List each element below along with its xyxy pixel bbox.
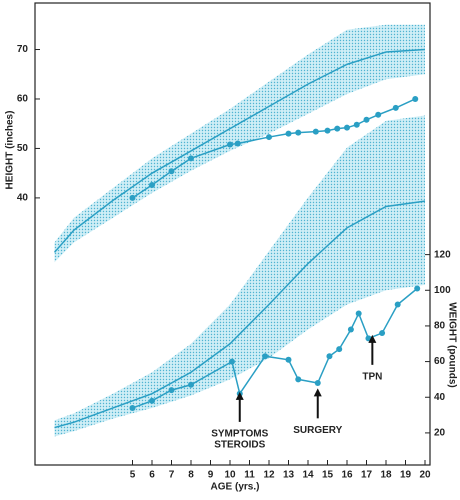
x-tick-label: 5 [130,470,136,481]
data-point [266,134,272,141]
data-point [234,140,241,147]
annotation-text: STEROIDS [214,440,265,451]
x-axis-label: AGE (yrs.) [211,482,260,493]
data-point [324,127,331,134]
x-tick-label: 11 [244,470,255,481]
data-point [347,326,354,333]
x-tick-label: 18 [380,470,392,481]
data-point [168,387,175,394]
y-tick-label: 40 [17,193,29,204]
y-tick-label: 50 [17,143,29,154]
plot-frame [34,2,431,466]
y-axis-label: HEIGHT (inches) [5,111,16,190]
data-point [285,356,292,363]
annotation-text: TPN [362,371,382,382]
data-point [149,397,155,404]
y2-tick-label: 20 [434,428,446,439]
data-point [129,194,136,201]
y2-tick-label: 60 [434,356,446,367]
range-band [54,115,425,437]
data-point [344,124,350,131]
data-point [168,168,175,175]
data-point [334,125,341,132]
y2-tick-label: 120 [434,249,451,260]
data-point [312,128,319,135]
data-point [394,301,401,308]
x-tick-label: 8 [188,470,194,481]
x-tick-label: 16 [341,470,353,481]
data-point [129,404,136,411]
data-point [228,358,235,365]
data-point [188,381,194,388]
x-tick-label: 15 [322,470,334,481]
data-point [149,182,155,189]
data-point [379,330,386,337]
data-point [285,130,292,137]
y2-axis-label: WEIGHT (pounds) [446,302,457,388]
data-point [355,310,362,317]
annotation-text: SYMPTOMS [211,429,268,440]
y-tick-label: 60 [17,94,29,105]
y-tick-label: 70 [17,44,29,55]
x-tick-label: 20 [419,470,431,481]
data-point [392,104,399,111]
data-point [188,155,194,162]
arrow-head [368,334,377,343]
x-tick-label: 12 [263,470,275,481]
x-tick-label: 7 [169,470,175,481]
x-tick-label: 17 [361,470,373,481]
y2-tick-label: 40 [434,392,446,403]
series-line [53,48,426,253]
x-tick-label: 9 [208,470,214,481]
data-point [375,111,382,118]
data-point [353,121,360,128]
data-point [336,346,343,353]
annotation-text: SURGERY [293,425,342,436]
data-point [314,379,321,386]
data-point [363,116,370,123]
x-tick-label: 10 [224,470,236,481]
x-tick-label: 6 [149,470,155,481]
data-point [262,353,269,360]
arrow-head [235,391,244,400]
data-point [295,129,302,136]
y2-tick-label: 100 [434,285,451,296]
x-tick-label: 14 [302,470,314,481]
arrow-head [313,388,322,397]
data-point [414,285,421,292]
series-line [54,200,426,429]
y2-tick-label: 80 [434,321,446,332]
x-tick-label: 19 [400,470,412,481]
data-point [227,141,233,148]
data-point [295,376,302,383]
data-point [412,95,419,102]
x-tick-label: 13 [283,470,295,481]
data-point [326,353,333,360]
